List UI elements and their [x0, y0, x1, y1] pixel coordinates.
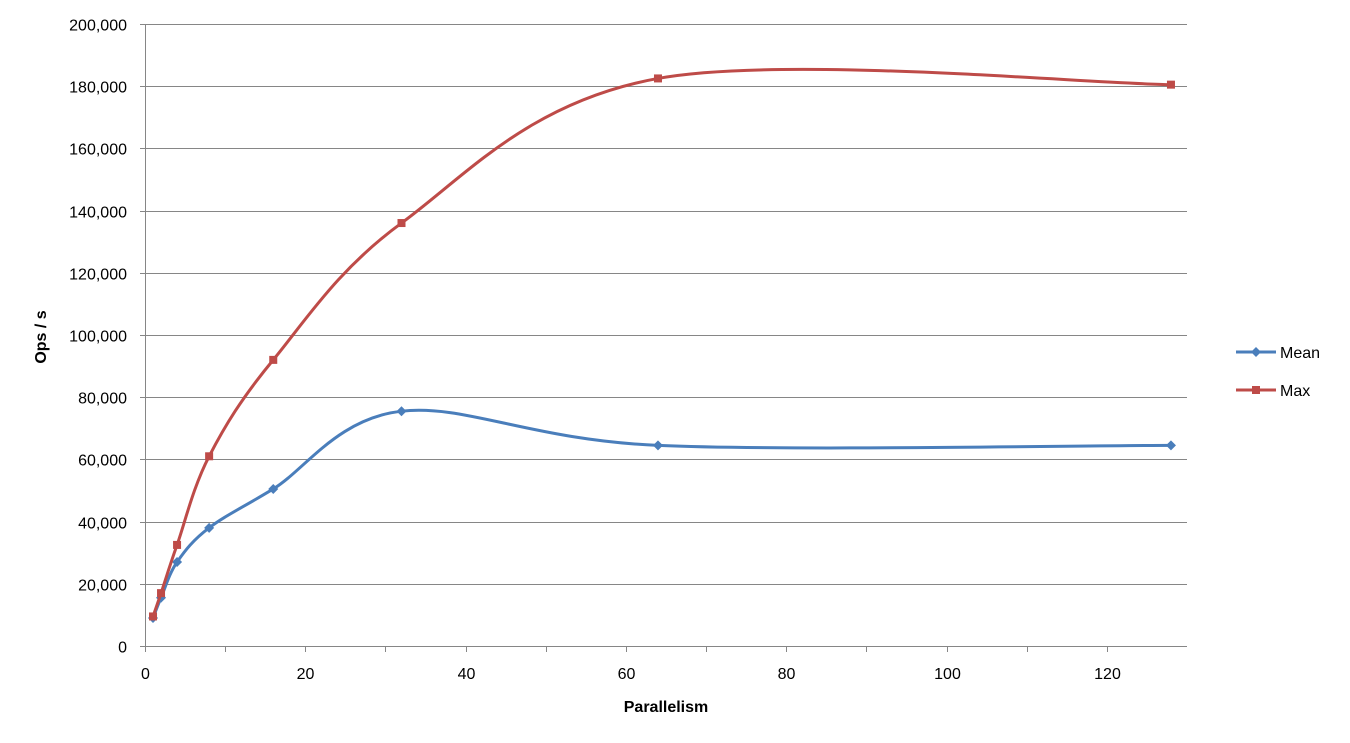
- x-axis-title: Parallelism: [624, 699, 709, 716]
- legend-marker-max: [1252, 386, 1260, 394]
- data-point-mean: [268, 483, 279, 494]
- y-tick-label: 140,000: [69, 205, 127, 222]
- data-point-max: [149, 612, 158, 621]
- y-tick-label: 80,000: [78, 391, 127, 408]
- y-tick-label: 20,000: [78, 578, 127, 595]
- legend-label-max: Max: [1280, 383, 1310, 400]
- legend-item-mean: Mean: [1236, 345, 1320, 362]
- data-point-mean: [652, 440, 663, 451]
- legend: Mean Max: [1236, 345, 1320, 400]
- x-tick-label: 0: [141, 666, 150, 683]
- data-point-mean: [396, 406, 407, 417]
- y-tick-label: 200,000: [69, 18, 127, 35]
- x-tick-label: 40: [458, 666, 476, 683]
- y-tick-label: 0: [118, 640, 127, 657]
- data-point-max: [653, 74, 662, 83]
- gridlines: [145, 24, 1187, 585]
- legend-marker-mean: [1251, 347, 1261, 357]
- y-tick-label: 120,000: [69, 267, 127, 284]
- data-point-max: [173, 540, 182, 549]
- x-tick-label: 80: [778, 666, 796, 683]
- series-line-max: [151, 67, 1173, 618]
- data-point-mean: [1165, 440, 1176, 451]
- x-tick-label: 120: [1094, 666, 1121, 683]
- data-point-max: [269, 355, 278, 364]
- series-line-mean: [151, 408, 1173, 620]
- y-tick-label: 100,000: [69, 329, 127, 346]
- y-tick-label: 160,000: [69, 142, 127, 159]
- data-point-max: [157, 589, 166, 598]
- legend-label-mean: Mean: [1280, 345, 1320, 362]
- y-axis-title: Ops / s: [33, 310, 50, 363]
- x-tick-label: 100: [934, 666, 961, 683]
- x-tick-label: 60: [618, 666, 636, 683]
- axes: [140, 24, 1187, 652]
- series-mean: [148, 406, 1176, 624]
- y-tick-label: 180,000: [69, 80, 127, 97]
- x-tick-label: 20: [297, 666, 315, 683]
- data-point-max: [397, 219, 406, 228]
- data-point-mean: [204, 522, 215, 533]
- tick-labels: 0 20,000 40,000 60,000 80,000 100,000 120,000 1…: [69, 18, 1121, 684]
- y-tick-label: 60,000: [78, 453, 127, 470]
- y-tick-label: 40,000: [78, 516, 127, 533]
- data-point-mean: [172, 557, 183, 568]
- series: [148, 67, 1176, 624]
- data-point-max: [205, 452, 214, 461]
- legend-item-max: Max: [1236, 383, 1310, 400]
- data-point-max: [1166, 80, 1175, 89]
- series-max: [149, 67, 1175, 621]
